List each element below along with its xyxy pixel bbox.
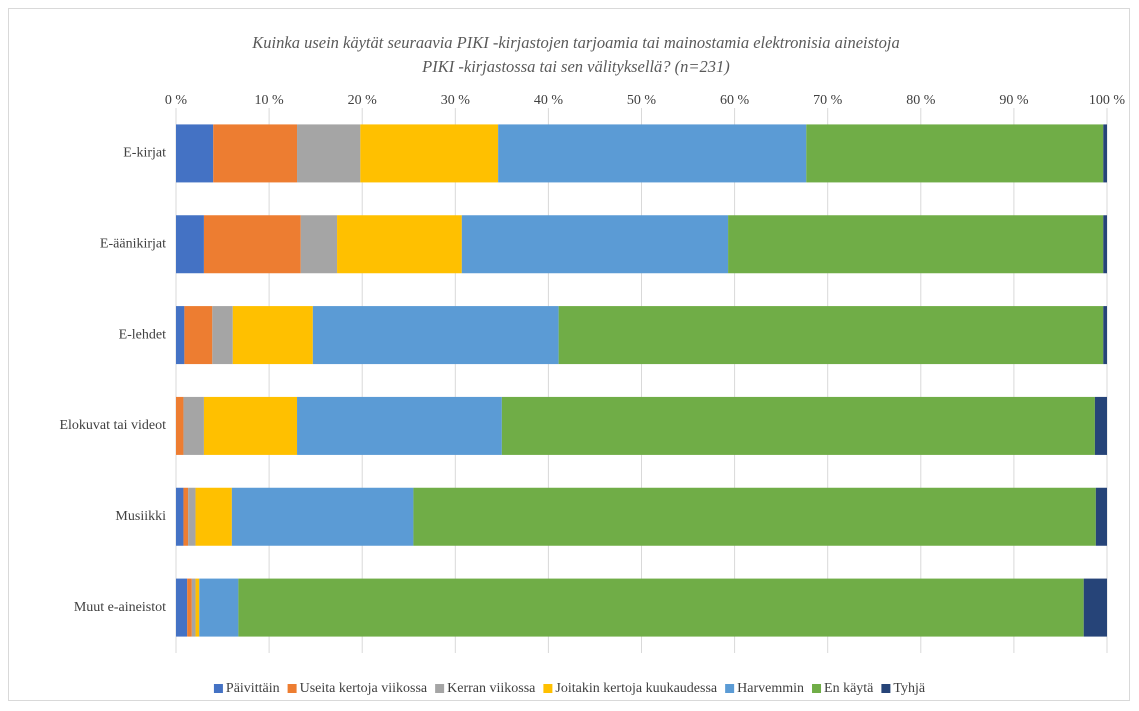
bar-segment xyxy=(461,215,729,274)
bar-segment xyxy=(203,396,298,455)
bar-segment xyxy=(1094,396,1107,455)
bar-segment xyxy=(195,578,200,637)
x-tick-label: 0 % xyxy=(165,93,188,108)
bar-segment xyxy=(203,215,301,274)
bar-segment xyxy=(191,578,196,637)
bar-segment xyxy=(187,578,192,637)
bar-segment xyxy=(806,124,1104,183)
bar-segment xyxy=(176,396,184,455)
legend-swatch xyxy=(812,684,822,693)
bar-segment xyxy=(176,578,188,637)
y-tick-label: Elokuvat tai videot xyxy=(59,418,166,433)
x-tick-label: 90 % xyxy=(999,93,1029,108)
x-tick-label: 40 % xyxy=(534,93,564,108)
bar-segment xyxy=(176,124,214,183)
y-tick-label: E-äänikirjat xyxy=(100,236,166,251)
bar-segment xyxy=(183,487,189,546)
bar-segment xyxy=(212,306,233,365)
chart-title: Kuinka usein käytät seuraavia PIKI -kirj… xyxy=(251,33,899,52)
bar-segment xyxy=(184,306,213,365)
bar-segment xyxy=(300,215,338,274)
legend-label: Päivittäin xyxy=(226,681,280,696)
bar-segment xyxy=(360,124,499,183)
legend-label: Tyhjä xyxy=(893,681,925,696)
legend-swatch xyxy=(435,684,445,693)
legend-swatch xyxy=(725,684,735,693)
bar-segment xyxy=(312,306,559,365)
bar-segment xyxy=(501,396,1095,455)
x-tick-label: 50 % xyxy=(627,93,657,108)
bar-segment xyxy=(188,487,196,546)
chart-title: PIKI -kirjastossa tai sen välityksellä? … xyxy=(421,57,730,76)
bar-segment xyxy=(1103,306,1107,365)
bar-segment xyxy=(176,215,204,274)
bar-segment xyxy=(297,396,502,455)
bar-segment xyxy=(176,306,185,365)
bar-segment xyxy=(558,306,1104,365)
bar-segment xyxy=(232,306,313,365)
legend-label: En käytä xyxy=(824,681,874,696)
bar-segment xyxy=(337,215,462,274)
bar-segment xyxy=(231,487,414,546)
y-tick-label: E-kirjat xyxy=(123,146,166,161)
legend-label: Useita kertoja viikossa xyxy=(300,681,428,696)
x-tick-label: 100 % xyxy=(1089,93,1126,108)
legend-swatch xyxy=(881,684,891,693)
bar-segment xyxy=(1083,578,1107,637)
bar-segment xyxy=(183,396,204,455)
bar-segment xyxy=(195,487,232,546)
bar-segment xyxy=(297,124,361,183)
bar-segment xyxy=(498,124,807,183)
x-tick-label: 70 % xyxy=(813,93,843,108)
x-tick-label: 80 % xyxy=(906,93,936,108)
bar-segment xyxy=(199,578,239,637)
legend-label: Kerran viikossa xyxy=(447,681,536,696)
y-tick-label: Muut e-aineistot xyxy=(74,600,166,615)
bar-segment xyxy=(1103,124,1107,183)
legend-label: Joitakin kertoja kuukaudessa xyxy=(555,681,718,696)
bar-segment xyxy=(1095,487,1107,546)
x-tick-label: 20 % xyxy=(348,93,378,108)
x-tick-label: 60 % xyxy=(720,93,750,108)
x-tick-label: 30 % xyxy=(441,93,471,108)
legend-swatch xyxy=(543,684,553,693)
bar-segment xyxy=(176,487,184,546)
y-tick-label: E-lehdet xyxy=(119,327,167,342)
bar-segment xyxy=(413,487,1096,546)
y-tick-label: Musiikki xyxy=(115,509,166,524)
legend-swatch xyxy=(287,684,297,693)
bar-segment xyxy=(728,215,1104,274)
x-tick-label: 10 % xyxy=(255,93,285,108)
bar-segment xyxy=(213,124,298,183)
legend-label: Harvemmin xyxy=(737,681,804,696)
bar-segment xyxy=(1103,215,1107,274)
legend-swatch xyxy=(213,684,223,693)
bar-segment xyxy=(238,578,1084,637)
